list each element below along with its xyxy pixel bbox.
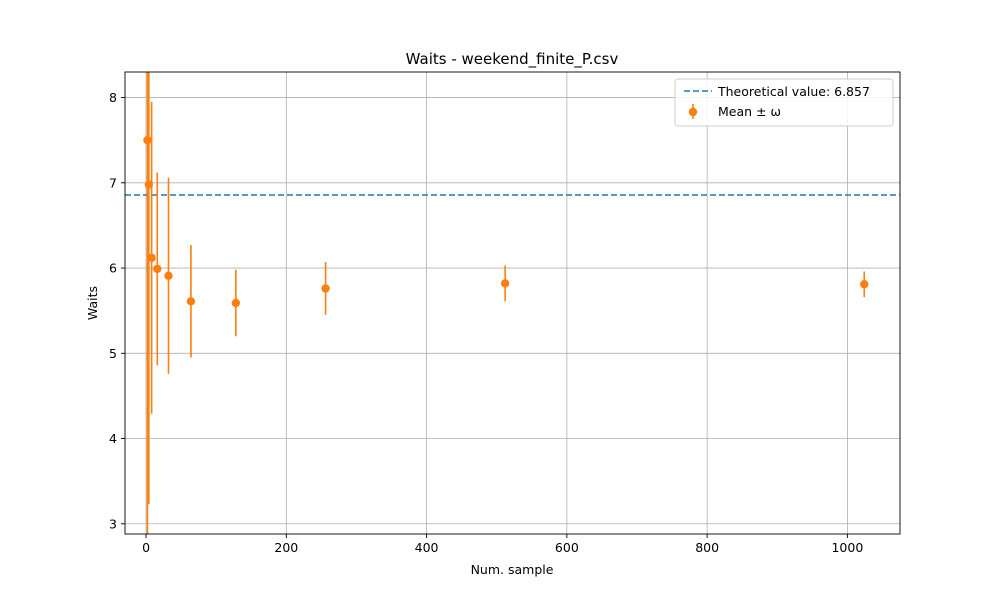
data-point bbox=[164, 271, 173, 280]
data-point bbox=[186, 297, 196, 306]
data-point bbox=[143, 135, 152, 145]
data-point bbox=[860, 280, 869, 289]
data-point bbox=[231, 298, 241, 308]
x-tick-label: 400 bbox=[415, 540, 439, 555]
data-point bbox=[500, 279, 510, 288]
grid bbox=[125, 72, 900, 534]
legend-label-reference: Theoretical value: 6.857 bbox=[717, 84, 870, 99]
y-tick-label: 6 bbox=[109, 261, 117, 276]
y-tick-label: 8 bbox=[109, 90, 117, 105]
legend-frame bbox=[674, 78, 894, 127]
data-point bbox=[321, 284, 330, 293]
legend: Theoretical value: 6.857 Mean ± ω bbox=[674, 78, 894, 127]
y-tick-label: 7 bbox=[109, 175, 117, 190]
y-axis-ticks: 3 4 5 6 7 8 bbox=[109, 90, 125, 531]
y-tick-label: 3 bbox=[109, 516, 117, 531]
y-axis-label: Waits bbox=[85, 286, 100, 320]
x-tick-label: 600 bbox=[555, 540, 579, 555]
x-tick-label: 200 bbox=[274, 540, 298, 555]
legend-swatch-marker bbox=[688, 107, 698, 117]
x-tick-label: 800 bbox=[695, 540, 719, 555]
legend-label-series: Mean ± ω bbox=[718, 104, 781, 119]
x-tick-label: 1000 bbox=[831, 540, 863, 555]
x-tick-label: 0 bbox=[142, 540, 150, 555]
data-point bbox=[153, 264, 162, 274]
plot-frame bbox=[124, 71, 901, 535]
data-point bbox=[144, 180, 154, 189]
plot-background bbox=[125, 72, 900, 534]
chart-title: Waits - weekend_finite_P.csv bbox=[406, 50, 619, 69]
y-tick-label: 5 bbox=[109, 346, 117, 361]
data-point bbox=[147, 253, 156, 263]
y-tick-label: 4 bbox=[109, 431, 117, 446]
x-axis-label: Num. sample bbox=[471, 562, 554, 577]
data-points-layer bbox=[143, 72, 869, 534]
x-axis-ticks: 0 200 400 600 800 1000 bbox=[142, 534, 863, 555]
